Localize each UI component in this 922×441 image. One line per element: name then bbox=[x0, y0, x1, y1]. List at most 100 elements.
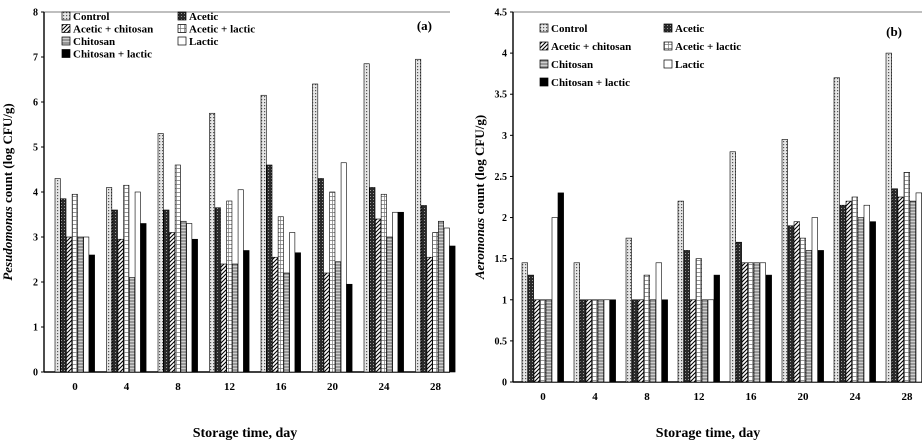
bar-acetic-day-24 bbox=[369, 187, 376, 373]
legend-label-control: Control bbox=[551, 23, 587, 35]
legend-swatch-chitosan bbox=[539, 59, 549, 69]
bar-chitosan-lactic-day-0 bbox=[557, 192, 564, 383]
legend-swatch-chitosan-lactic bbox=[539, 77, 549, 87]
bar-chitosan-day-16 bbox=[753, 262, 760, 383]
bar-acetic-chitosan-day-4 bbox=[585, 299, 592, 383]
legend-swatch-acetic-lactic bbox=[663, 41, 673, 51]
bar-chitosan-day-4 bbox=[129, 277, 135, 373]
x-tick-label: 24 bbox=[379, 381, 391, 393]
bar-chitosan-day-0 bbox=[545, 299, 552, 383]
legend-swatch-control bbox=[61, 11, 71, 21]
bar-chitosan-day-28 bbox=[438, 220, 444, 373]
x-tick-label: 0 bbox=[540, 391, 546, 403]
y-tick-label: 3.5 bbox=[495, 90, 508, 101]
bar-lactic-day-16 bbox=[759, 262, 766, 383]
bar-chitosan-day-8 bbox=[649, 299, 656, 383]
bar-chitosan-lactic-day-20 bbox=[817, 250, 824, 383]
bar-chitosan-day-24 bbox=[386, 236, 393, 373]
y-tick-label: 6 bbox=[33, 98, 38, 109]
y-tick-label: 8 bbox=[33, 8, 38, 19]
legend: Control Acetic Acetic + chitosan Acetic + l… bbox=[539, 23, 741, 89]
y-tick-label: 2.5 bbox=[495, 172, 508, 183]
bar-control-day-8 bbox=[157, 133, 164, 373]
bar-acetic-lactic-day-20 bbox=[799, 237, 806, 383]
bar-acetic-chitosan-day-12 bbox=[220, 263, 227, 373]
bar-control-day-20 bbox=[312, 83, 319, 373]
x-tick-label: 8 bbox=[175, 381, 181, 393]
x-axis-title: Storage time, day bbox=[193, 426, 298, 441]
x-tick-label: 20 bbox=[798, 391, 810, 403]
y-axis-title: Pesudomonas count (log CFU/g) bbox=[0, 103, 15, 280]
bar-lactic-day-8 bbox=[655, 262, 662, 383]
bar-acetic-day-0 bbox=[527, 274, 534, 383]
legend-label-chitosan: Chitosan bbox=[551, 59, 593, 71]
legend-swatch-acetic bbox=[663, 23, 673, 33]
bar-control-day-12 bbox=[209, 112, 216, 373]
bar-acetic-day-8 bbox=[163, 209, 170, 373]
panel-label: (a) bbox=[417, 18, 432, 33]
y-tick-label: 1 bbox=[502, 295, 507, 306]
bar-chitosan-day-16 bbox=[283, 272, 290, 373]
x-tick-label: 16 bbox=[276, 381, 288, 393]
bar-acetic-lactic-day-8 bbox=[174, 164, 181, 373]
bar-acetic-chitosan-day-24 bbox=[845, 200, 852, 383]
y-tick-label: 4.5 bbox=[495, 8, 508, 19]
y-tick-label: 3 bbox=[502, 131, 507, 142]
y-tick-label: 2 bbox=[502, 213, 507, 224]
legend: Control Acetic Acetic + chitosan Acetic + l… bbox=[61, 11, 255, 61]
bar-acetic-day-8 bbox=[631, 299, 638, 383]
bar-acetic-chitosan-day-16 bbox=[741, 262, 748, 383]
bar-acetic-day-12 bbox=[214, 207, 221, 373]
bar-lactic-day-20 bbox=[340, 162, 347, 373]
bar-acetic-chitosan-day-8 bbox=[169, 232, 176, 373]
bar-control-day-8 bbox=[625, 237, 632, 383]
bar-chitosan-lactic-day-12 bbox=[243, 250, 250, 373]
bar-control-day-24 bbox=[363, 63, 370, 373]
legend-label-acetic-lactic: Acetic + lactic bbox=[189, 24, 255, 36]
bar-acetic-lactic-day-12 bbox=[226, 200, 233, 373]
y-axis-title: Aeromonas count (log CFU/g) bbox=[472, 115, 487, 280]
bar-acetic-day-12 bbox=[683, 250, 690, 383]
bar-acetic-lactic-day-4 bbox=[591, 299, 598, 383]
bar-chitosan-lactic-day-16 bbox=[294, 252, 301, 373]
bar-acetic-lactic-day-28 bbox=[432, 232, 439, 373]
bar-acetic-lactic-day-12 bbox=[695, 258, 702, 383]
y-tick-label: 1 bbox=[33, 323, 38, 334]
bar-acetic-day-16 bbox=[266, 164, 273, 373]
bar-lactic-day-12 bbox=[707, 299, 714, 383]
legend-label-lactic: Lactic bbox=[675, 59, 704, 71]
bar-control-day-16 bbox=[260, 94, 267, 373]
x-tick-label: 12 bbox=[224, 381, 236, 393]
bar-acetic-chitosan-day-24 bbox=[375, 218, 382, 373]
x-tick-label: 16 bbox=[746, 391, 758, 403]
bar-chitosan-day-4 bbox=[597, 299, 604, 383]
bar-acetic-day-0 bbox=[60, 198, 67, 373]
legend-label-acetic: Acetic bbox=[189, 11, 218, 23]
bar-chitosan-lactic-day-12 bbox=[713, 274, 720, 383]
legend-label-acetic-lactic: Acetic + lactic bbox=[675, 41, 741, 53]
x-tick-label: 4 bbox=[124, 381, 130, 393]
bar-chitosan-lactic-day-4 bbox=[140, 223, 147, 373]
bar-acetic-day-24 bbox=[839, 204, 846, 383]
bar-acetic-chitosan-day-16 bbox=[272, 256, 279, 373]
bar-acetic-lactic-day-8 bbox=[643, 274, 650, 383]
bar-lactic-day-24 bbox=[863, 204, 870, 383]
bar-acetic-day-20 bbox=[317, 178, 324, 373]
y-tick-label: 0.5 bbox=[495, 336, 508, 347]
bar-chitosan-day-0 bbox=[77, 236, 84, 373]
x-tick-label: 28 bbox=[430, 381, 442, 393]
bar-acetic-lactic-day-4 bbox=[123, 184, 130, 373]
y-tick-label: 4 bbox=[502, 49, 507, 60]
bar-acetic-lactic-day-24 bbox=[851, 196, 858, 383]
legend-label-acetic: Acetic bbox=[675, 23, 704, 35]
bar-acetic-lactic-day-16 bbox=[277, 216, 284, 373]
legend-swatch-acetic-chitosan bbox=[539, 41, 549, 51]
x-tick-label: 24 bbox=[850, 391, 862, 403]
y-tick-label: 5 bbox=[33, 143, 38, 154]
bar-acetic-lactic-day-20 bbox=[329, 191, 336, 373]
bar-chitosan-day-28 bbox=[909, 200, 916, 383]
bar-acetic-chitosan-day-20 bbox=[323, 272, 330, 373]
bar-control-day-28 bbox=[885, 52, 892, 383]
x-axis-title: Storage time, day bbox=[656, 426, 761, 441]
bar-acetic-day-28 bbox=[891, 188, 898, 383]
